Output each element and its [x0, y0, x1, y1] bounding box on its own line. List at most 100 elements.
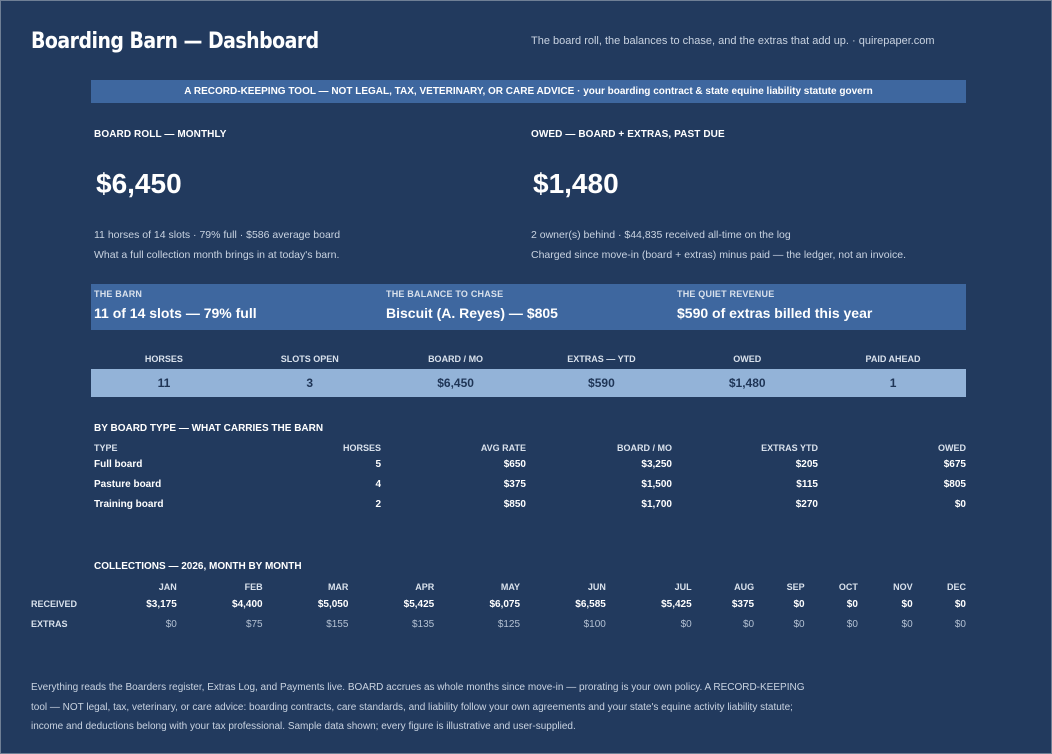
cell-owed: $805 [943, 478, 966, 490]
row-label-received: RECEIVED [31, 599, 78, 609]
kpi-headers: HORSES SLOTS OPEN BOARD / MO EXTRAS — YT… [91, 354, 966, 368]
card-key: THE BARN [94, 289, 143, 299]
received-cell: $3,175 [146, 598, 177, 610]
footer-note: Everything reads the Boarders register, … [31, 682, 805, 732]
extras-cell: $0 [901, 618, 913, 630]
extras-cell: $0 [846, 618, 858, 630]
month-header: MAR [327, 582, 349, 592]
kpi-value-slots-open: 3 [306, 376, 314, 390]
card-value: Biscuit (A. Reyes) — $805 [386, 305, 558, 321]
board-roll-label: BOARD ROLL — MONTHLY [94, 129, 227, 140]
received-cell: $5,425 [403, 598, 435, 610]
board-roll-value: $6,450 [96, 168, 182, 199]
cell-board-mo: $1,700 [641, 498, 672, 510]
month-header: APR [415, 582, 435, 592]
cell-avg-rate: $375 [503, 478, 526, 490]
extras-cell: $0 [165, 618, 177, 630]
received-cell: $6,585 [575, 598, 606, 610]
card-value: $590 of extras billed this year [677, 305, 873, 321]
kpi-header-extras-ytd: EXTRAS — YTD [567, 354, 636, 364]
cell-avg-rate: $850 [503, 498, 526, 510]
month-header: OCT [838, 582, 858, 592]
owed-summary: 2 owner(s) behind · $44,835 received all… [531, 229, 791, 241]
board-roll-note: What a full collection month brings in a… [94, 249, 340, 261]
highlight-cards: THE BARN 11 of 14 slots — 79% full THE B… [91, 284, 966, 330]
extras-cell: $100 [583, 618, 606, 630]
month-header: JAN [158, 582, 177, 592]
extras-cell: $0 [793, 618, 805, 630]
table-row: Pasture board 4 $375 $1,500 $115 $805 [94, 474, 966, 494]
received-cell: $6,075 [489, 598, 521, 610]
card-value: 11 of 14 slots — 79% full [94, 305, 257, 321]
cell-extras-ytd: $270 [795, 498, 818, 510]
table-header-row: TYPE HORSES AVG RATE BOARD / MO EXTRAS Y… [94, 441, 966, 454]
card-the-barn: THE BARN 11 of 14 slots — 79% full [91, 284, 383, 330]
month-header: JUN [587, 582, 606, 592]
card-balance-to-chase: THE BALANCE TO CHASE Biscuit (A. Reyes) … [383, 284, 674, 330]
col-header-avg-rate: AVG RATE [480, 442, 526, 453]
kpi-header-board-mo: BOARD / MO [428, 354, 484, 364]
kpi-value-paid-ahead: 1 [889, 376, 897, 390]
received-cell: $0 [901, 598, 913, 610]
col-header-owed: OWED [938, 442, 966, 453]
col-header-board-mo: BOARD / MO [617, 442, 672, 453]
board-type-table: TYPE HORSES AVG RATE BOARD / MO EXTRAS Y… [94, 441, 966, 514]
extras-row: EXTRAS $0 $75 $155 $135 $125 $100 $0 $0 … [31, 614, 966, 634]
cell-owed: $0 [954, 498, 966, 510]
received-cell: $0 [954, 598, 966, 610]
owed-value: $1,480 [533, 168, 619, 199]
kpi-header-horses: HORSES [144, 354, 183, 364]
received-cell: $375 [731, 598, 755, 610]
cell-extras-ytd: $205 [795, 458, 818, 470]
received-cell: $4,400 [232, 598, 263, 610]
received-cell: $0 [793, 598, 805, 610]
card-quiet-revenue: THE QUIET REVENUE $590 of extras billed … [674, 284, 966, 330]
month-header: MAY [500, 582, 521, 592]
disclaimer-banner: A RECORD-KEEPING TOOL — NOT LEGAL, TAX, … [91, 80, 966, 103]
received-cell: $5,050 [317, 598, 349, 610]
cell-type: Full board [94, 458, 143, 470]
cell-type: Training board [94, 498, 164, 510]
kpi-header-paid-ahead: PAID AHEAD [865, 354, 921, 364]
owed-label: OWED — BOARD + EXTRAS, PAST DUE [531, 129, 725, 140]
cell-type: Pasture board [94, 478, 162, 490]
col-header-type: TYPE [94, 442, 118, 453]
month-header: SEP [786, 582, 805, 592]
extras-cell: $0 [680, 618, 692, 630]
month-header: NOV [893, 582, 913, 592]
board-roll-summary: 11 horses of 14 slots · 79% full · $586 … [94, 229, 341, 241]
extras-cell: $0 [954, 618, 966, 630]
extras-cell: $135 [412, 618, 435, 630]
collections-table: JAN FEB MAR APR MAY JUN JUL AUG SEP OCT … [31, 580, 966, 634]
received-cell: $5,425 [661, 598, 692, 610]
kpi-header-owed: OWED [733, 354, 762, 364]
page-title: Boarding Barn — Dashboard [31, 29, 319, 54]
kpi-value-owed: $1,480 [728, 376, 766, 390]
board-type-title: BY BOARD TYPE — WHAT CARRIES THE BARN [94, 423, 324, 434]
month-header-row: JAN FEB MAR APR MAY JUN JUL AUG SEP OCT … [31, 580, 966, 594]
cell-board-mo: $1,500 [641, 478, 672, 490]
table-row: Training board 2 $850 $1,700 $270 $0 [94, 494, 966, 514]
month-header: JUL [674, 582, 692, 592]
table-row: Full board 5 $650 $3,250 $205 $675 [94, 454, 966, 474]
cell-board-mo: $3,250 [641, 458, 672, 470]
month-header: DEC [946, 582, 966, 592]
extras-cell: $155 [326, 618, 349, 630]
card-key: THE QUIET REVENUE [677, 289, 775, 299]
extras-cell: $75 [245, 618, 263, 630]
col-header-extras-ytd: EXTRAS YTD [761, 442, 818, 453]
cell-horses: 5 [375, 458, 381, 470]
cell-horses: 2 [375, 498, 381, 510]
col-header-horses: HORSES [342, 442, 381, 453]
received-cell: $0 [846, 598, 858, 610]
cell-avg-rate: $650 [503, 458, 526, 470]
kpi-value-horses: 11 [157, 376, 171, 390]
collections-title: COLLECTIONS — 2026, MONTH BY MONTH [94, 561, 302, 572]
row-label-extras: EXTRAS [31, 619, 68, 629]
month-header: FEB [244, 582, 263, 592]
owed-note: Charged since move-in (board + extras) m… [531, 249, 906, 261]
cell-owed: $675 [943, 458, 966, 470]
extras-cell: $125 [497, 618, 521, 630]
kpi-header-slots-open: SLOTS OPEN [280, 354, 339, 364]
month-header: AUG [734, 582, 755, 592]
